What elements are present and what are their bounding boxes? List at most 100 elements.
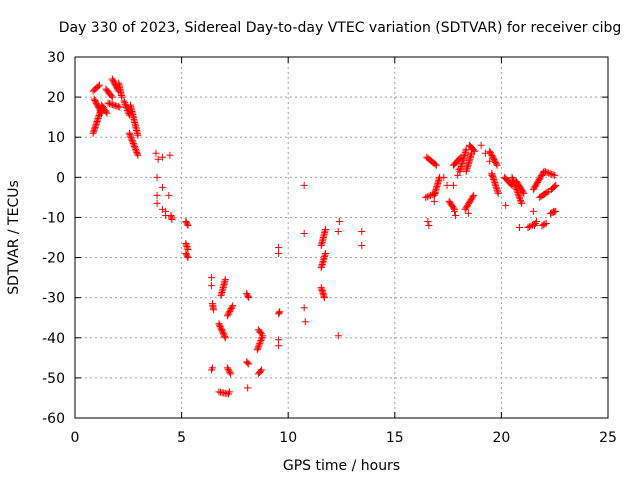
data-point xyxy=(462,145,470,153)
data-point xyxy=(154,155,162,163)
y-tick-label: -20 xyxy=(42,251,65,267)
data-point xyxy=(223,364,231,372)
y-tick-label: 10 xyxy=(47,130,65,146)
data-point xyxy=(552,181,560,189)
data-point xyxy=(245,294,253,302)
data-point xyxy=(543,168,551,176)
data-point xyxy=(469,193,477,201)
data-point xyxy=(107,100,115,108)
data-point xyxy=(253,346,261,354)
data-point xyxy=(540,167,548,175)
data-point xyxy=(133,150,141,158)
data-point xyxy=(97,107,105,115)
data-point xyxy=(524,223,532,231)
data-point xyxy=(450,207,458,215)
data-point xyxy=(104,99,112,107)
data-point xyxy=(450,204,458,212)
data-point xyxy=(322,250,330,258)
data-point xyxy=(452,211,460,219)
data-point xyxy=(244,292,252,300)
data-point xyxy=(301,318,309,326)
data-point xyxy=(223,312,231,320)
data-point xyxy=(121,100,129,108)
data-point xyxy=(517,198,525,206)
y-tick-label: -10 xyxy=(42,210,65,226)
data-point xyxy=(168,215,176,223)
data-point xyxy=(120,97,128,105)
data-point xyxy=(210,306,218,314)
data-point xyxy=(165,191,173,199)
data-point xyxy=(118,93,126,101)
data-point xyxy=(514,189,522,197)
data-point xyxy=(431,160,439,168)
data-point xyxy=(548,170,556,178)
data-point xyxy=(110,101,118,109)
data-point xyxy=(258,366,266,374)
data-point xyxy=(488,171,496,179)
data-point xyxy=(517,196,525,204)
data-point xyxy=(153,173,161,181)
data-point xyxy=(184,221,192,229)
data-point xyxy=(440,173,448,181)
data-point xyxy=(455,165,463,173)
y-tick-label: 0 xyxy=(56,170,65,186)
data-point xyxy=(543,188,551,196)
data-point xyxy=(322,225,330,233)
data-point xyxy=(257,336,265,344)
data-point xyxy=(182,240,190,248)
data-point xyxy=(494,189,502,197)
data-point xyxy=(129,140,137,148)
data-point xyxy=(225,309,233,317)
data-point xyxy=(542,219,550,227)
data-point xyxy=(514,190,522,198)
data-point xyxy=(551,182,559,190)
data-point xyxy=(255,341,263,349)
data-point xyxy=(509,176,517,184)
data-point xyxy=(518,199,526,207)
data-point xyxy=(515,192,523,200)
data-point xyxy=(530,221,538,229)
data-point xyxy=(502,201,510,209)
data-point xyxy=(334,227,342,235)
y-axis: -60 -50 -40 -30 -20 -10 0 10 20 30 xyxy=(42,50,608,427)
data-point xyxy=(275,342,283,350)
data-point xyxy=(300,304,308,312)
data-point xyxy=(158,183,166,191)
data-point xyxy=(275,244,283,252)
data-point xyxy=(358,227,366,235)
data-point xyxy=(132,147,140,155)
data-point xyxy=(245,360,253,368)
data-point xyxy=(334,332,342,340)
data-point xyxy=(226,368,234,376)
data-point xyxy=(207,366,215,374)
data-point xyxy=(545,169,553,177)
data-point xyxy=(184,246,192,254)
data-point xyxy=(425,192,433,200)
data-point xyxy=(477,141,485,149)
data-point xyxy=(129,138,137,146)
data-point xyxy=(183,244,191,252)
data-point xyxy=(422,193,430,201)
data-point xyxy=(226,307,234,315)
data-point xyxy=(275,250,283,258)
data-point xyxy=(539,221,547,229)
data-point xyxy=(153,199,161,207)
data-point xyxy=(443,181,451,189)
data-point xyxy=(300,181,308,189)
data-point xyxy=(516,223,524,231)
data-point xyxy=(221,334,229,342)
data-point xyxy=(103,109,111,117)
data-point xyxy=(226,306,234,314)
data-point xyxy=(519,188,527,196)
data-point xyxy=(121,99,129,107)
data-point xyxy=(358,242,366,250)
data-point xyxy=(130,142,138,150)
data-point xyxy=(471,147,479,155)
data-point xyxy=(183,243,191,251)
data-point xyxy=(432,161,440,169)
data-point xyxy=(516,195,524,203)
data-point xyxy=(275,336,283,344)
data-point xyxy=(134,151,142,159)
data-point xyxy=(225,367,233,375)
